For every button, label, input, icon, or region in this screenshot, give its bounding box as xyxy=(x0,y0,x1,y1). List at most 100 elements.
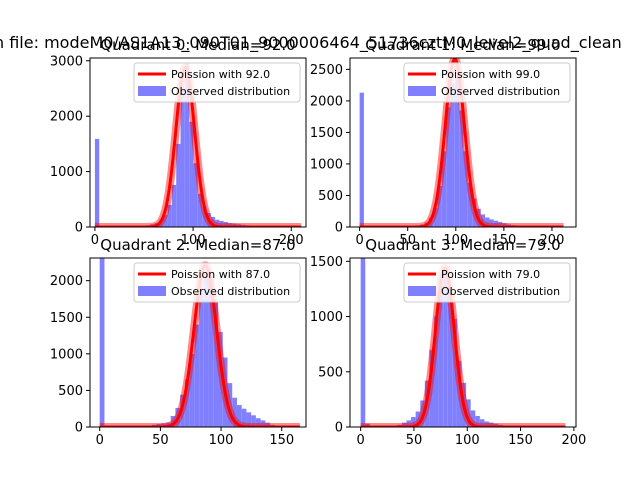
histogram-bar xyxy=(236,405,242,427)
histogram-bar xyxy=(189,121,194,227)
x-tick-label: 150 xyxy=(508,433,533,448)
subplot-title: Quadrant 0: Median=92.0 xyxy=(100,36,295,54)
axes-frame xyxy=(349,57,577,228)
histogram-bar xyxy=(406,420,412,427)
y-tick-label: 0 xyxy=(335,221,343,236)
histogram-bar xyxy=(227,383,233,427)
histogram-bar xyxy=(228,223,233,227)
histogram-bar xyxy=(215,219,220,227)
histogram-bar xyxy=(479,419,485,427)
y-tick-label: 1500 xyxy=(310,255,343,270)
histogram-bar xyxy=(447,291,453,427)
histogram-bar xyxy=(251,415,256,427)
legend-observed-swatch xyxy=(408,286,436,296)
histogram-bar xyxy=(246,412,252,427)
axes-frame xyxy=(89,257,307,428)
histogram-bar xyxy=(489,422,494,427)
histogram-bar xyxy=(441,151,447,227)
histogram-bar xyxy=(199,287,204,427)
histogram-bar xyxy=(219,220,224,227)
subplot-title: Quadrant 1: Median=99.0 xyxy=(365,36,560,54)
histogram-bar xyxy=(493,423,499,427)
histogram-bar xyxy=(194,324,200,427)
histogram-bar xyxy=(218,331,223,427)
y-tick-label: 500 xyxy=(318,365,343,380)
histogram-bar xyxy=(450,83,455,227)
histogram-bar xyxy=(265,422,271,427)
axes-frame xyxy=(89,57,307,228)
histogram-bar xyxy=(180,89,185,227)
histogram-bar xyxy=(415,411,421,427)
x-tick-label: 100 xyxy=(209,433,234,448)
y-tick-label: 3000 xyxy=(50,54,83,69)
poisson-curve xyxy=(359,266,567,427)
histogram-bar xyxy=(489,219,494,227)
histogram-bar xyxy=(475,415,480,427)
y-tick-label: 0 xyxy=(75,421,83,436)
histogram-bar xyxy=(443,272,448,427)
axes-frame xyxy=(349,257,577,428)
histogram-bar xyxy=(454,76,460,227)
x-tick-label: 200 xyxy=(540,233,565,248)
legend-observed-swatch xyxy=(138,86,166,96)
histogram-bar xyxy=(193,163,198,227)
x-tick-label: 200 xyxy=(561,433,586,448)
histogram-bar xyxy=(434,316,439,427)
histogram-bar xyxy=(210,217,216,227)
legend-poisson-label: Poission with 92.0 xyxy=(171,68,270,81)
histogram-bar xyxy=(99,258,105,427)
histogram-bar xyxy=(171,184,177,227)
legend-poisson-label: Poission with 87.0 xyxy=(171,268,270,281)
x-tick-label: 100 xyxy=(443,233,468,248)
histogram-bar xyxy=(433,208,438,227)
quadrant-1-subplot: 0 50 100 150 20005001000150020002500Quadrant… xyxy=(310,36,577,248)
x-tick-label: 200 xyxy=(279,233,304,248)
histogram-bar xyxy=(208,277,214,427)
histogram-bar xyxy=(170,416,176,427)
histogram-bar xyxy=(437,186,442,227)
histogram-bar xyxy=(94,138,100,227)
histogram-bar xyxy=(184,63,190,227)
x-tick-label: 0 xyxy=(91,233,99,248)
histogram-bar xyxy=(463,151,468,227)
histogram-bar xyxy=(467,182,473,227)
histogram-bar xyxy=(223,222,229,227)
histogram-bar xyxy=(485,217,490,227)
histogram-bar xyxy=(213,302,219,427)
histogram-bar xyxy=(493,220,499,227)
x-tick-label: 0 xyxy=(96,433,104,448)
y-tick-label: 500 xyxy=(58,384,83,399)
subplot-title: Quadrant 3: Median=79.0 xyxy=(365,236,560,254)
x-tick-label: 50 xyxy=(152,433,169,448)
x-tick-label: 100 xyxy=(455,433,480,448)
histogram-bar xyxy=(401,422,407,427)
histogram-bar xyxy=(359,92,364,227)
histogram-bar xyxy=(176,143,181,227)
histogram-bar xyxy=(459,110,464,227)
histogram-bar xyxy=(184,379,190,427)
legend-box xyxy=(403,62,571,103)
histogram-bar xyxy=(202,205,207,227)
histogram-bar xyxy=(446,107,451,227)
histogram-bar xyxy=(365,423,370,427)
histogram-bar xyxy=(502,223,507,227)
histogram-bar xyxy=(456,360,462,427)
x-tick-label: 100 xyxy=(181,233,206,248)
y-tick-label: 1000 xyxy=(50,347,83,362)
x-tick-label: 150 xyxy=(491,233,516,248)
legend-box xyxy=(133,262,301,303)
subplot-title: Quadrant 2: Median=87.0 xyxy=(100,236,295,254)
y-tick-label: 500 xyxy=(318,189,343,204)
legend-observed-label: Observed distribution xyxy=(441,285,560,298)
histogram-bar xyxy=(232,223,237,227)
x-tick-label: 50 xyxy=(399,233,416,248)
plot-area xyxy=(91,63,305,227)
y-tick-label: 2000 xyxy=(50,274,83,289)
y-tick-label: 1000 xyxy=(50,165,83,180)
legend-observed-swatch xyxy=(138,286,166,296)
plot-area xyxy=(357,258,569,427)
histogram-bar xyxy=(163,214,168,227)
